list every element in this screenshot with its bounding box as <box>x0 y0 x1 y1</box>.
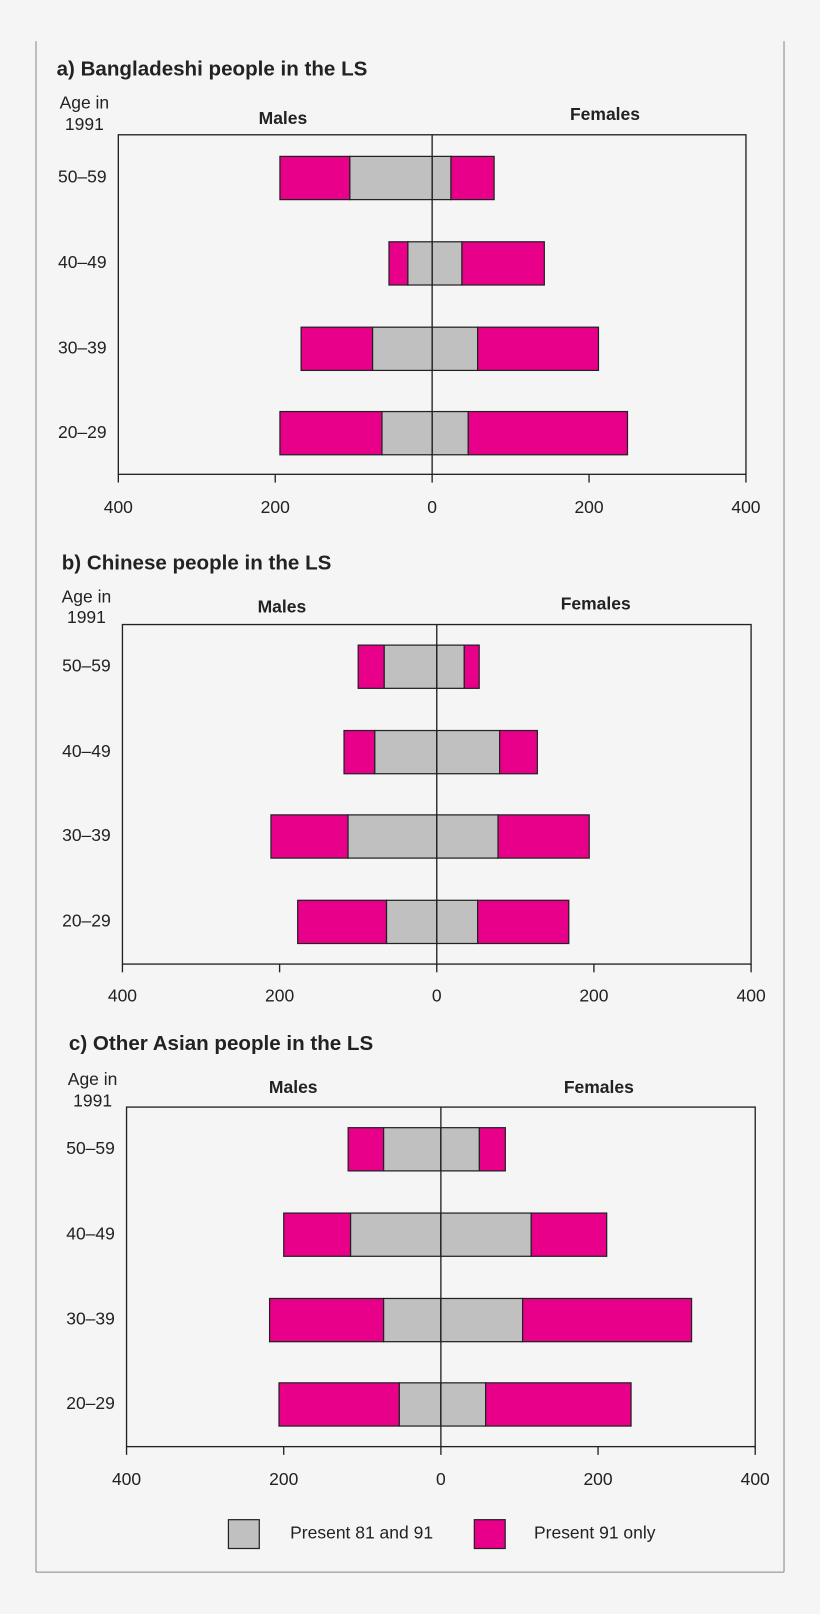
bar-segment <box>521 1297 693 1343</box>
bar-segment <box>270 814 349 859</box>
left-group-label: Males <box>259 108 308 128</box>
x-tick-label: 400 <box>731 497 760 517</box>
bar-segment <box>477 899 570 945</box>
x-tick-label: 0 <box>427 497 437 517</box>
y-axis-label: Age in <box>62 586 112 606</box>
bar-segment <box>440 1382 487 1427</box>
bar-segment <box>440 1212 532 1257</box>
legend-label: Present 91 only <box>534 1523 656 1543</box>
bar-segment <box>278 1382 400 1427</box>
bar-segment <box>431 326 479 372</box>
bar-segment <box>450 155 495 201</box>
bar-segment <box>398 1382 442 1427</box>
bar-segment <box>463 644 480 689</box>
right-group-label: Females <box>570 104 640 124</box>
bar-segment <box>407 241 433 286</box>
bar-segment <box>371 326 433 372</box>
category-label: 40–49 <box>66 1223 115 1243</box>
category-label: 40–49 <box>62 741 111 761</box>
bar-segment <box>349 155 433 201</box>
bar-segment <box>385 899 438 945</box>
bar-segment <box>499 729 538 775</box>
bar-segment <box>297 899 388 945</box>
y-axis-label: 1991 <box>73 1091 112 1111</box>
bar-segment <box>357 644 385 689</box>
bar-segment <box>440 1297 524 1343</box>
bar-segment <box>485 1382 632 1427</box>
category-label: 20–29 <box>66 1393 115 1413</box>
y-axis-label: 1991 <box>67 607 106 627</box>
left-group-label: Males <box>258 597 307 617</box>
bar-segment <box>461 241 545 286</box>
x-tick-label: 400 <box>112 1469 141 1489</box>
legend-swatch <box>227 1519 260 1550</box>
bar-segment <box>279 155 351 201</box>
bar-segment <box>431 155 452 201</box>
category-label: 30–39 <box>58 337 107 357</box>
category-label: 30–39 <box>66 1309 115 1329</box>
bar-segment <box>343 729 376 775</box>
bar-segment <box>383 644 438 689</box>
y-axis-label: 1991 <box>65 114 104 134</box>
x-tick-label: 200 <box>583 1469 612 1489</box>
category-label: 20–29 <box>58 422 107 442</box>
chart-title: c) Other Asian people in the LS <box>69 1032 373 1055</box>
x-tick-label: 400 <box>104 497 133 517</box>
right-group-label: Females <box>561 594 631 614</box>
x-tick-label: 0 <box>436 1469 446 1489</box>
bar-segment <box>467 410 629 456</box>
x-tick-label: 400 <box>741 1469 770 1489</box>
category-label: 20–29 <box>62 911 111 931</box>
bar-segment <box>283 1212 352 1257</box>
y-axis-label: Age in <box>68 1069 118 1089</box>
chart-title: b) Chinese people in the LS <box>62 551 332 574</box>
bar-segment <box>497 814 590 859</box>
bar-segment <box>349 1212 442 1257</box>
x-tick-label: 400 <box>737 986 766 1006</box>
bar-segment <box>388 241 409 286</box>
bar-segment <box>347 1127 385 1172</box>
category-label: 50–59 <box>58 167 107 187</box>
x-tick-label: 200 <box>261 497 290 517</box>
bar-segment <box>436 729 501 775</box>
x-tick-label: 200 <box>269 1469 298 1489</box>
legend-label: Present 81 and 91 <box>290 1523 433 1543</box>
category-label: 50–59 <box>66 1138 115 1158</box>
bar-segment <box>431 241 463 286</box>
bar-segment <box>268 1297 385 1343</box>
x-tick-label: 0 <box>432 986 442 1006</box>
bar-segment <box>382 1127 442 1172</box>
bar-segment <box>381 410 433 456</box>
bar-segment <box>440 1127 481 1172</box>
bar-segment <box>436 644 465 689</box>
category-label: 50–59 <box>62 655 111 675</box>
bar-segment <box>300 326 374 372</box>
chart-title: a) Bangladeshi people in the LS <box>57 57 368 80</box>
category-label: 30–39 <box>62 825 111 845</box>
x-tick-label: 200 <box>265 986 294 1006</box>
category-label: 40–49 <box>58 252 107 272</box>
bar-segment <box>436 899 479 945</box>
bar-segment <box>279 410 383 456</box>
right-group-label: Females <box>564 1077 634 1097</box>
bar-segment <box>530 1212 608 1257</box>
left-group-label: Males <box>269 1077 318 1097</box>
bar-segment <box>431 410 469 456</box>
bar-segment <box>347 814 438 859</box>
x-tick-label: 200 <box>579 986 608 1006</box>
legend-swatch <box>473 1519 506 1550</box>
y-axis-label: Age in <box>60 93 110 113</box>
bar-segment <box>374 729 438 775</box>
x-tick-label: 200 <box>574 497 603 517</box>
x-tick-label: 400 <box>108 986 137 1006</box>
bar-segment <box>382 1297 442 1343</box>
bar-segment <box>478 1127 506 1172</box>
bar-segment <box>477 326 600 372</box>
bar-segment <box>436 814 499 859</box>
